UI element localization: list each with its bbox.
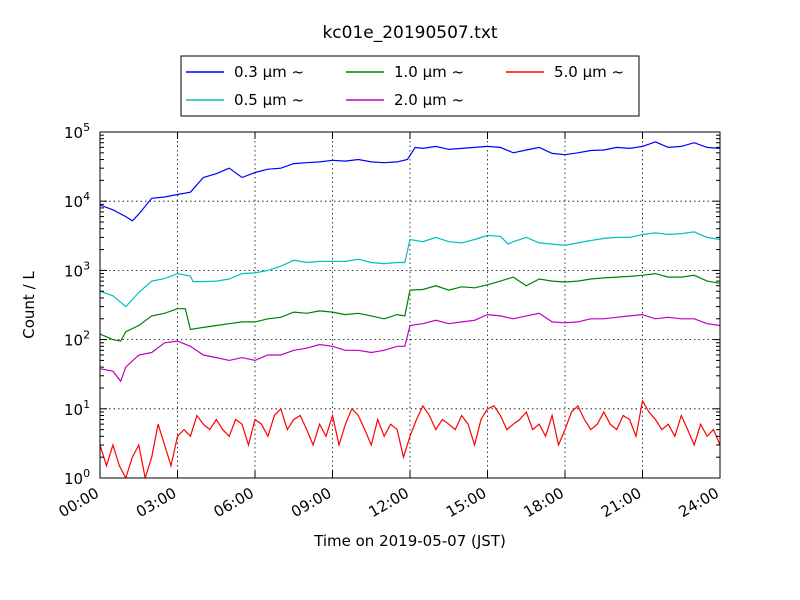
series-line-2 (100, 231, 720, 308)
series-line-5 (100, 399, 720, 478)
x-axis-label: Time on 2019-05-07 (JST) (313, 532, 506, 550)
legend-label-2: 0.5 μm ~ (234, 91, 304, 109)
y-tick-labels: 100 101 102 103 104 105 (64, 121, 90, 488)
y-tick-label: 104 (64, 190, 90, 211)
plot-series (100, 141, 720, 478)
legend: 0.3 μm ~ 0.5 μm ~ 1.0 μm ~ 2.0 μm ~ 5.0 μm ~ (180, 55, 640, 117)
y-tick-label: 105 (64, 121, 90, 142)
legend-label-5: 5.0 μm ~ (554, 63, 624, 81)
axis-ticks (99, 131, 721, 479)
legend-label-1: 0.3 μm ~ (234, 63, 304, 81)
legend-label-3: 1.0 μm ~ (394, 63, 464, 81)
y-tick-label: 100 (64, 467, 90, 488)
legend-label-4: 2.0 μm ~ (394, 91, 464, 109)
y-tick-label: 103 (64, 259, 90, 280)
y-tick-label: 101 (64, 398, 90, 419)
chart-title: kc01e_20190507.txt (322, 23, 497, 43)
series-line-1 (100, 141, 720, 222)
y-tick-label: 102 (64, 329, 90, 350)
series-line-3 (100, 272, 720, 342)
legend-box (180, 55, 640, 117)
series-line-4 (100, 312, 720, 383)
y-axis-label: Count / L (20, 271, 38, 339)
